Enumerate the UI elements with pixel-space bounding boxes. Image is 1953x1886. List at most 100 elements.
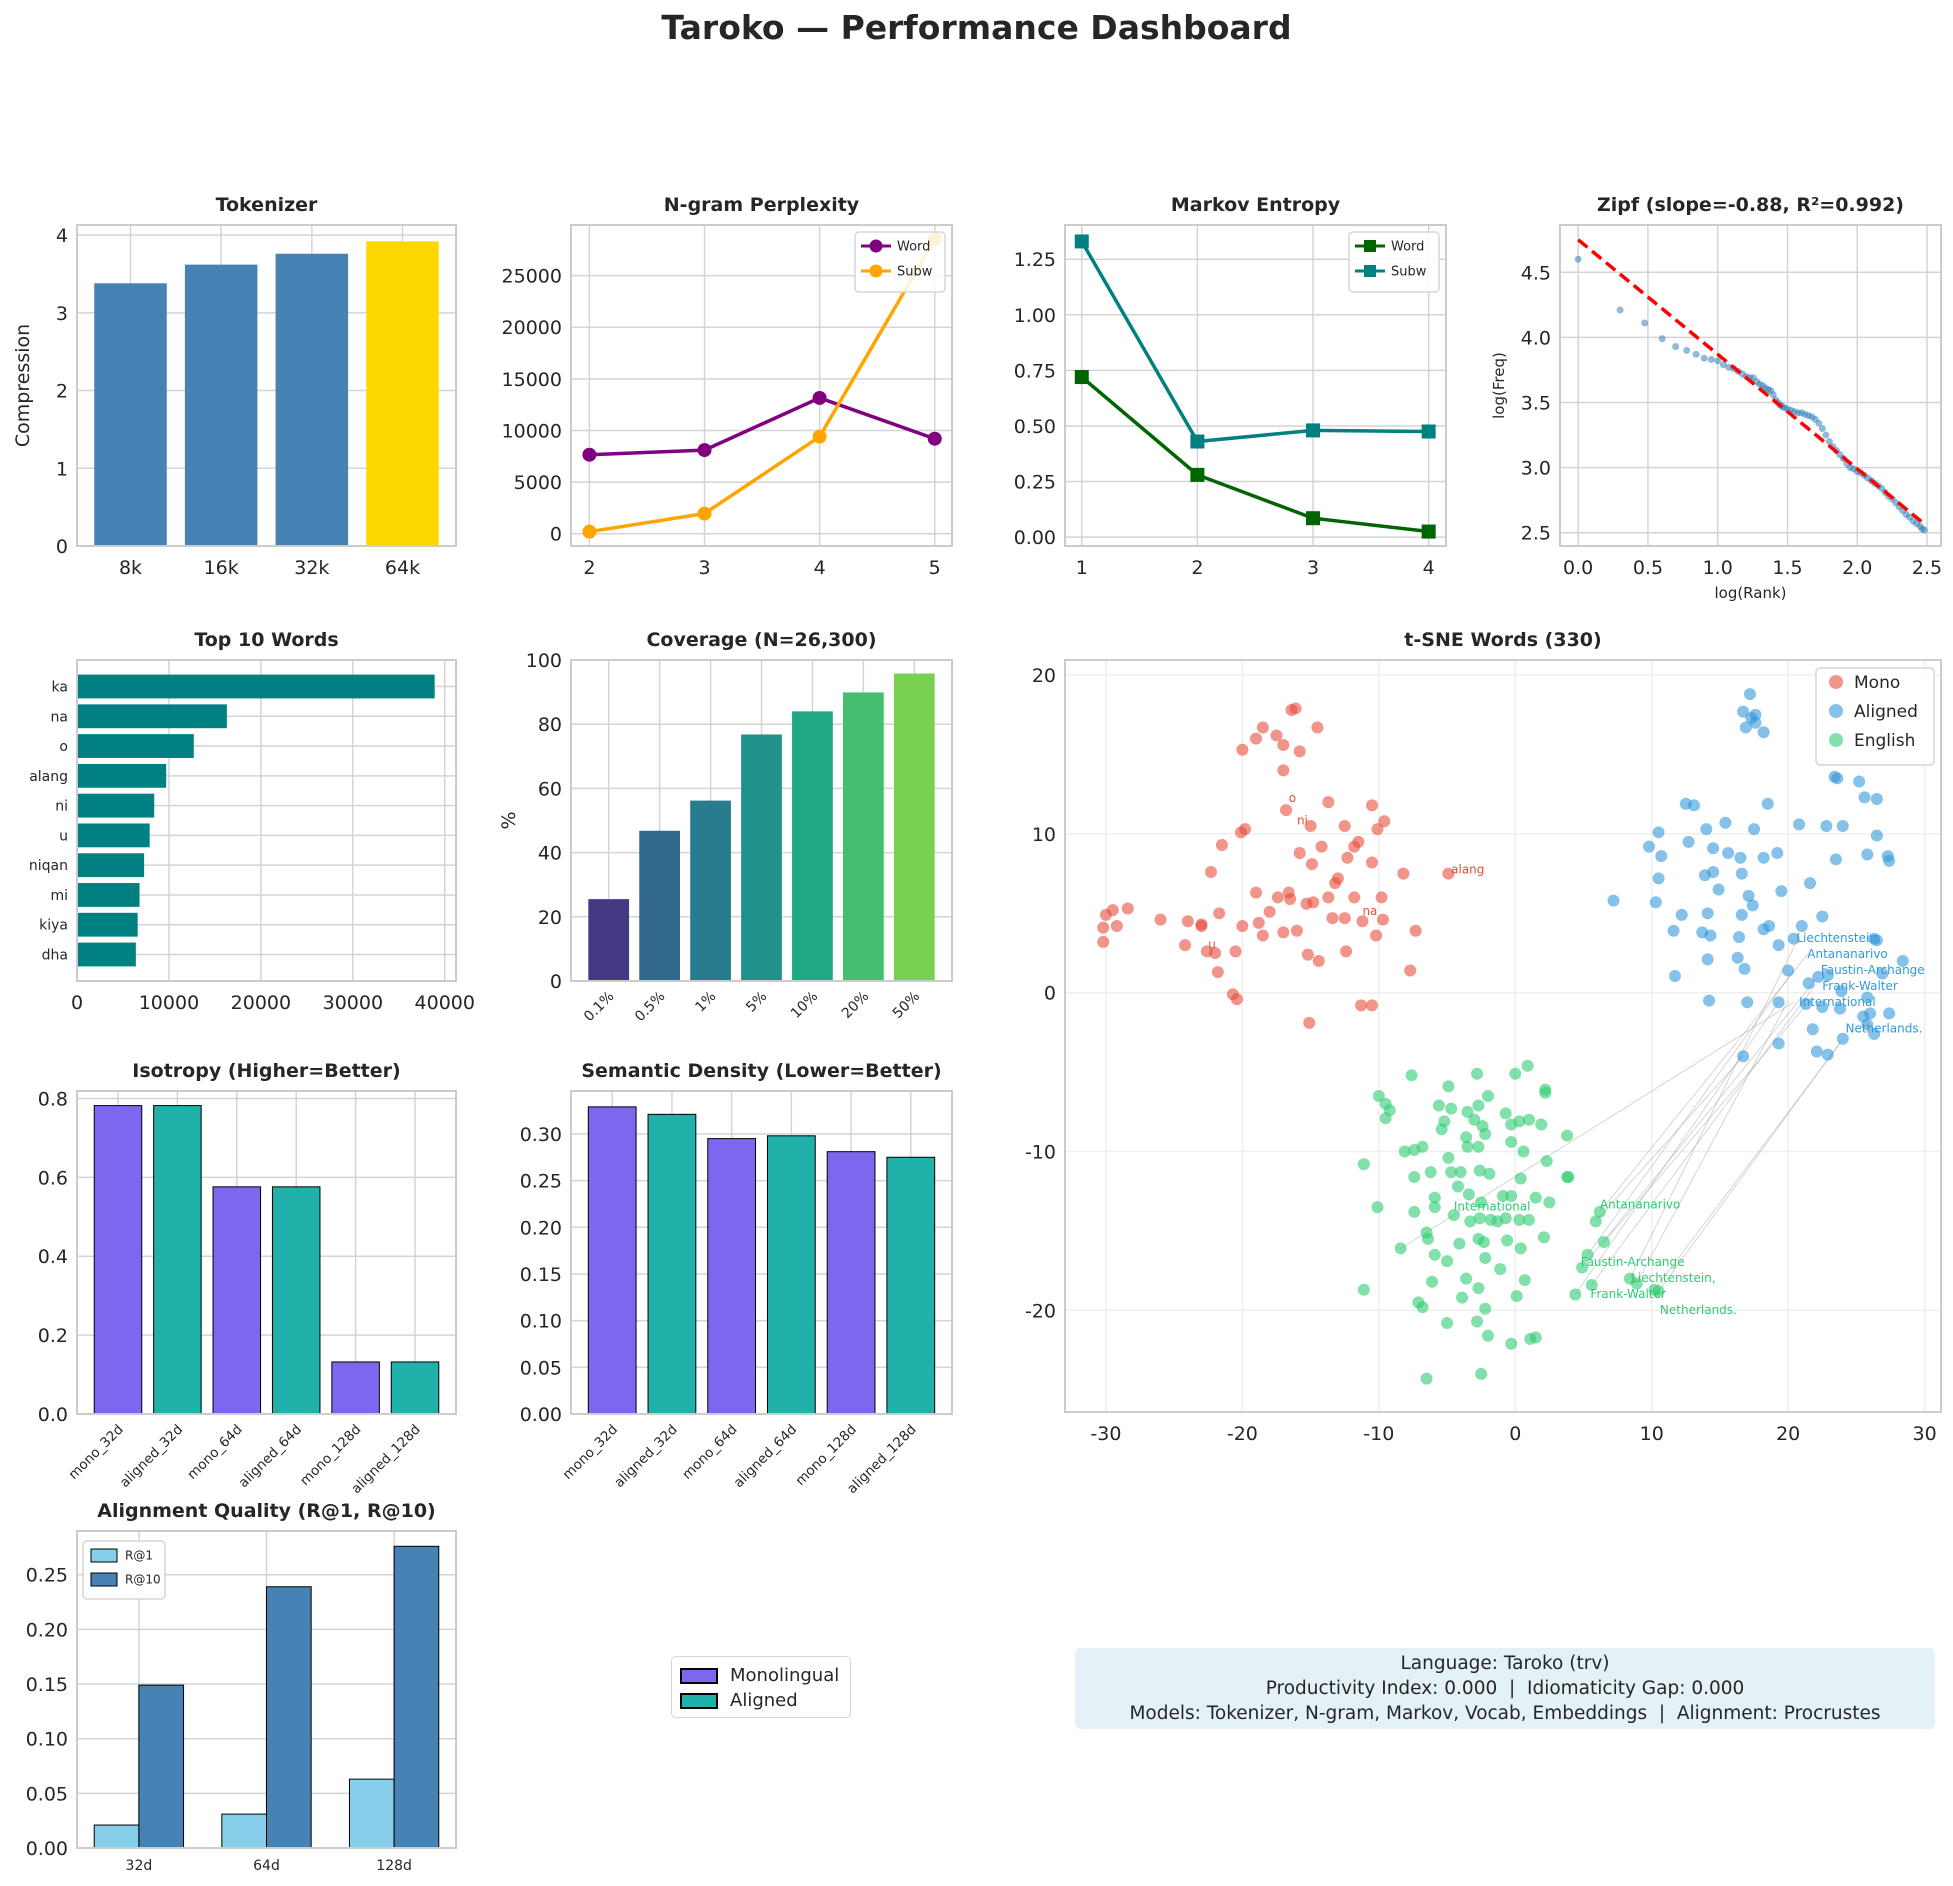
data-point [697,506,712,521]
point-aligned [1675,908,1688,921]
chart-title: Semantic Density (Lower=Better) [581,1060,941,1082]
point-english [1473,1164,1486,1177]
legend-swatch [90,1572,118,1587]
bar-niqan [77,853,145,878]
y-tick-label: 0.6 [38,1167,68,1189]
legend-label: Word [897,240,930,255]
point-mono [1213,907,1226,920]
point-aligned [1742,889,1755,902]
point-aligned [1707,866,1720,879]
point-annotation: Frank-Walter [1590,1287,1666,1301]
y-tick-label: -10 [1025,1142,1056,1164]
point-english [1447,1209,1460,1222]
zipf-chart: 0.0 0.5 1.0 1.5 2.0 2.5 2.5 3.0 3.5 4.0 4.5 Zipf (s… [1490,194,1942,602]
x-tick-label: 40000 [415,992,475,1014]
chart-title: t-SNE Words (330) [1404,629,1601,651]
x-tick-label: mono_32d [560,1422,621,1483]
data-point [1190,434,1205,449]
point-english [1428,1201,1441,1214]
point-mono [1270,729,1283,742]
point-english [1501,1234,1514,1247]
point-mono [1355,999,1368,1012]
x-tick-label: 10% [788,989,821,1022]
point-aligned [1858,791,1871,804]
point-aligned [1812,970,1825,983]
point-english [1445,1166,1458,1179]
ngram-perplexity-chart: 2 3 4 5 0 5000 10000 15000 20000 25000 N-gram Perp… [502,194,953,579]
point-mono [1315,840,1328,853]
y-tick-label: 25000 [502,266,562,288]
point-mono [1195,918,1208,931]
point-english [1428,1191,1441,1204]
legend-item-aligned: Aligned [680,1688,842,1713]
point-english [1510,1290,1523,1303]
point-aligned [1719,816,1732,829]
point-english [1494,1263,1507,1276]
legend-marker [869,239,883,253]
y-tick-label: 3 [56,303,68,325]
y-tick-label: kiya [39,918,68,934]
point-aligned [1667,924,1680,937]
data-point [582,447,597,462]
axes-frame [1064,659,1942,1413]
bar-50% [893,673,935,981]
point-aligned [1734,851,1747,864]
point-english [1408,1170,1421,1183]
legend-marker [869,264,883,278]
x-tick-label: 2 [583,557,595,579]
bar-R@10-64d [266,1586,312,1849]
chart-title: N-gram Perplexity [664,194,860,216]
point-mono [1338,912,1351,925]
axes-frame [1064,224,1447,547]
point-aligned [1816,1001,1829,1014]
point-mono [1366,799,1379,812]
axes-frame [570,659,953,982]
point-english [1442,1151,1455,1164]
point-aligned [1806,1023,1819,1036]
legend-item-monolingual: Monolingual [680,1663,842,1688]
point-aligned [1701,953,1714,966]
marks [1097,688,1909,1385]
point-english [1509,1067,1522,1080]
legend-label: Aligned [730,1690,798,1711]
point-aligned [1712,883,1725,896]
x-tick-label: aligned_64d [731,1422,800,1491]
x-tick-label: 3 [1307,557,1319,579]
data-point [582,524,597,539]
alignment-quality-chart: 32d 64d 128d 0.00 0.05 0.10 0.15 0.20 0.25 Alignm… [26,1500,457,1874]
point-mono [1250,732,1263,745]
point-english [1460,1272,1473,1285]
point-aligned [1799,997,1812,1010]
point-aligned [1771,846,1784,859]
legend-label: Word [1391,240,1424,255]
point-aligned [1735,867,1748,880]
point-aligned [1722,846,1735,859]
point-mono [1277,926,1290,939]
data-point [812,429,827,444]
chart-title: Coverage (N=26,300) [646,629,876,651]
point-english [1539,1086,1552,1099]
x-tick-label: 3 [698,557,710,579]
y-tick-label: 0.0 [38,1404,68,1426]
data-point [697,443,712,458]
y-tick-label: 3.0 [1521,458,1551,480]
x-tick-label: 20% [839,989,872,1022]
y-tick-label: 0.30 [520,1124,562,1146]
point-aligned [1810,1045,1823,1058]
point-english [1420,1372,1433,1385]
info-language: Language: Taroko (trv) [1400,1653,1610,1674]
bar-1% [690,800,731,981]
y-tick-label: 2 [56,381,68,403]
x-tick-label: 10 [1640,1423,1664,1445]
point-annotation: na [1362,904,1377,918]
point-aligned [1820,819,1833,832]
point-mono [1371,823,1384,836]
marks [1574,238,1928,534]
embedding-legend: Monolingual Aligned [671,1656,851,1718]
point-english [1529,1191,1542,1204]
y-tick-label: 0.2 [38,1325,68,1347]
x-tick-label: 30 [1913,1423,1937,1445]
axes-frame [76,1090,457,1415]
x-tick-label: 20000 [231,992,291,1014]
